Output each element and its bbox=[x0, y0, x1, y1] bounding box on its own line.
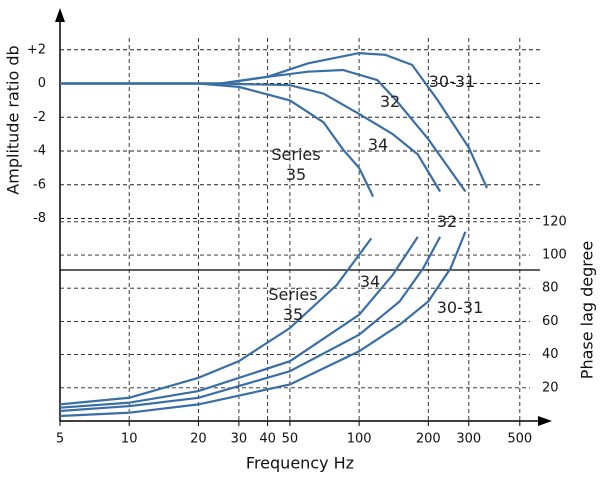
x-tick-label: 10 bbox=[121, 432, 138, 447]
x-tick-label: 5 bbox=[56, 432, 64, 447]
x-tick-label: 300 bbox=[456, 432, 481, 447]
y-tick-label: 0 bbox=[38, 76, 46, 91]
x-tick-label: 200 bbox=[416, 432, 441, 447]
series-line bbox=[59, 236, 442, 413]
x-tick-label: 50 bbox=[282, 432, 299, 447]
series-line bbox=[59, 236, 419, 409]
x-tick-label: 40 bbox=[259, 432, 276, 447]
x-tick-label: 30 bbox=[231, 432, 248, 447]
x-tick-label: 500 bbox=[507, 432, 532, 447]
series-label: Series 35 bbox=[268, 285, 318, 324]
y2-tick-label: 60 bbox=[542, 314, 559, 329]
y-tick-label: -8 bbox=[33, 211, 46, 226]
series-line bbox=[59, 231, 467, 418]
y-axis-arrow bbox=[55, 8, 65, 22]
y-tick-label: -2 bbox=[33, 110, 46, 125]
y-axis-title: Amplitude ratio db bbox=[4, 45, 23, 194]
series-line bbox=[60, 82, 375, 198]
y-tick-label: -4 bbox=[33, 144, 46, 159]
series-label: 32 bbox=[379, 92, 401, 111]
series-label: 32 bbox=[436, 212, 458, 231]
series-label: 30-31 bbox=[428, 72, 476, 91]
y2-axis-title: Phase lag degree bbox=[578, 241, 597, 379]
y2-tick-label: 120 bbox=[542, 214, 567, 229]
x-tick-label: 20 bbox=[190, 432, 207, 447]
x-axis-title: Frequency Hz bbox=[246, 454, 354, 473]
series-label: 30-31 bbox=[436, 298, 484, 317]
series-line bbox=[60, 82, 442, 193]
y-tick-label: -6 bbox=[33, 177, 46, 192]
x-tick-label: 100 bbox=[347, 432, 372, 447]
y-tick-label: +2 bbox=[27, 42, 46, 57]
y2-tick-label: 20 bbox=[542, 380, 559, 395]
series-label: Series 35 bbox=[271, 145, 321, 184]
series-label: 34 bbox=[359, 272, 381, 291]
y2-tick-label: 100 bbox=[542, 248, 567, 263]
series-line bbox=[60, 68, 467, 193]
y2-tick-label: 80 bbox=[542, 281, 559, 296]
x-axis-arrow bbox=[538, 416, 552, 426]
y2-tick-label: 40 bbox=[542, 347, 559, 362]
series-line bbox=[59, 237, 373, 406]
series-label: 34 bbox=[367, 135, 389, 154]
